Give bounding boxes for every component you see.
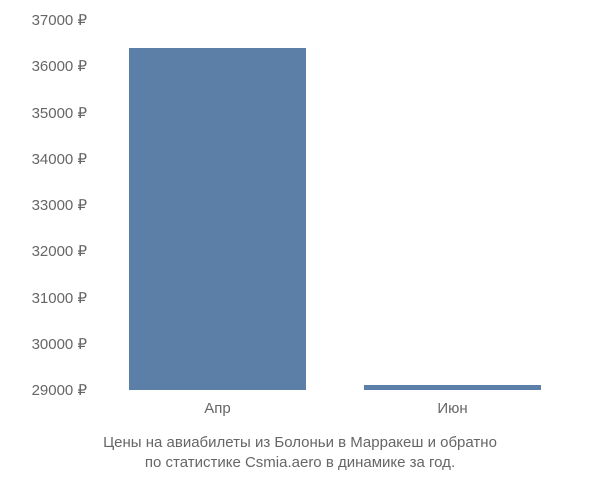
y-axis: 29000 ₽30000 ₽31000 ₽32000 ₽33000 ₽34000… bbox=[0, 20, 95, 390]
y-tick-label: 35000 ₽ bbox=[32, 104, 87, 122]
bar bbox=[364, 385, 540, 390]
x-axis: Апр Июн bbox=[100, 395, 570, 425]
x-tick-label: Апр bbox=[204, 400, 230, 417]
y-tick-label: 32000 ₽ bbox=[32, 242, 87, 260]
y-tick-label: 37000 ₽ bbox=[32, 11, 87, 29]
caption-line1: Цены на авиабилеты из Болоньи в Марракеш… bbox=[0, 432, 600, 453]
plot-area bbox=[100, 20, 570, 390]
caption-line2: по статистике Csmia.aero в динамике за г… bbox=[0, 452, 600, 473]
y-tick-label: 29000 ₽ bbox=[32, 381, 87, 399]
y-tick-label: 36000 ₽ bbox=[32, 57, 87, 75]
price-chart: 29000 ₽ 30000 ₽ 31000 ₽ 32000 ₽ 33000 ₽ 34000… bbox=[0, 0, 600, 500]
bar bbox=[129, 48, 305, 390]
y-tick-label: 34000 ₽ bbox=[32, 150, 87, 168]
y-tick-label: 33000 ₽ bbox=[32, 196, 87, 214]
x-tick-label: Июн bbox=[437, 400, 467, 417]
y-tick-label: 31000 ₽ bbox=[32, 289, 87, 307]
y-tick-label: 30000 ₽ bbox=[32, 335, 87, 353]
